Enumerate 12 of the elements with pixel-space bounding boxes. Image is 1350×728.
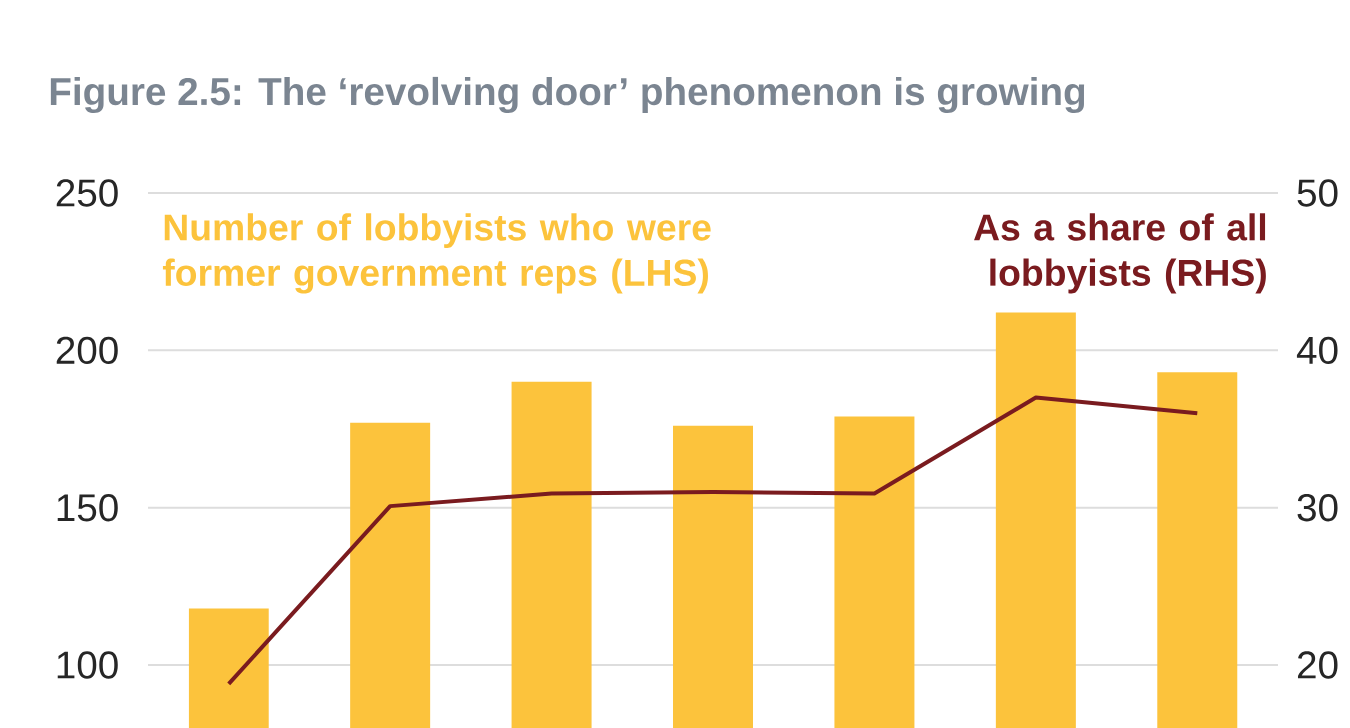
y2-tick-label: 30 — [1297, 494, 1338, 522]
y-tick-label: 250 — [56, 179, 118, 207]
y2-tick-label: 20 — [1297, 651, 1338, 679]
y2-tick-label: 50 — [1297, 179, 1338, 207]
line-series — [226, 395, 1200, 686]
y2-tick-label: 40 — [1296, 336, 1338, 365]
text: As a share of all lobbyists (RHS) — [974, 213, 1266, 294]
text: Number of lobbyists who were former government reps (LHS) — [162, 213, 711, 294]
y-tick-label: 100 — [57, 651, 118, 679]
y-tick-label: 150 — [57, 494, 118, 522]
y-tick-label: 200 — [56, 336, 118, 365]
chart-title: Figure 2.5: The ‘revolving door’ phenomenon is growing — [50, 76, 1085, 114]
